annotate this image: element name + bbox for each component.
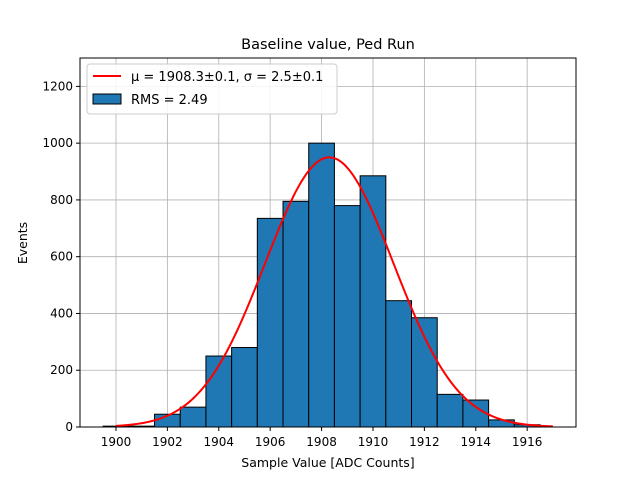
y-tick-label: 400 <box>50 306 73 320</box>
chart-title: Baseline value, Ped Run <box>241 37 415 53</box>
legend-fit-label: μ = 1908.3±0.1, σ = 2.5±0.1 <box>131 70 323 85</box>
y-axis: 0 200 400 600 800 1000 1200 <box>42 79 80 434</box>
histogram-bar <box>179 406 207 428</box>
histogram-bar <box>282 200 310 428</box>
x-tick-label: 1914 <box>460 435 491 449</box>
y-tick-label: 800 <box>50 193 73 207</box>
y-tick-label: 0 <box>65 420 73 434</box>
histogram-bar <box>308 142 335 428</box>
legend-box <box>86 63 338 115</box>
y-tick-label: 600 <box>50 250 73 264</box>
histogram-bar <box>385 300 413 428</box>
histogram-bar <box>333 205 361 428</box>
histogram-bar <box>359 175 387 428</box>
x-tick-label: 1912 <box>409 435 440 449</box>
x-tick-label: 1916 <box>512 435 543 449</box>
histogram-bar <box>436 393 464 428</box>
x-tick-label: 1900 <box>101 435 132 449</box>
gaussian-fit-line <box>115 156 553 428</box>
x-tick-label: 1902 <box>152 435 183 449</box>
y-tick-label: 200 <box>50 363 73 377</box>
y-axis-label: Events <box>15 222 30 264</box>
y-tick-label: 1200 <box>42 79 73 93</box>
legend-rms-swatch <box>92 93 122 105</box>
histogram-bar <box>231 347 258 428</box>
plot-frame <box>79 57 577 428</box>
x-tick-label: 1906 <box>255 435 286 449</box>
legend: μ = 1908.3±0.1, σ = 2.5±0.1 RMS = 2.49 <box>86 63 338 115</box>
y-tick-label: 1000 <box>42 136 73 150</box>
histogram-bar <box>205 355 233 428</box>
x-tick-label: 1904 <box>204 435 235 449</box>
histogram-bar <box>411 317 438 428</box>
legend-rms-label: RMS = 2.49 <box>131 93 208 108</box>
x-axis-label: Sample Value [ADC Counts] <box>241 455 414 470</box>
x-tick-label: 1910 <box>358 435 389 449</box>
x-axis: 1900 1902 1904 1906 1908 1910 1912 1914 1916 <box>101 427 543 449</box>
bars <box>102 142 541 428</box>
x-tick-label: 1908 <box>306 435 337 449</box>
